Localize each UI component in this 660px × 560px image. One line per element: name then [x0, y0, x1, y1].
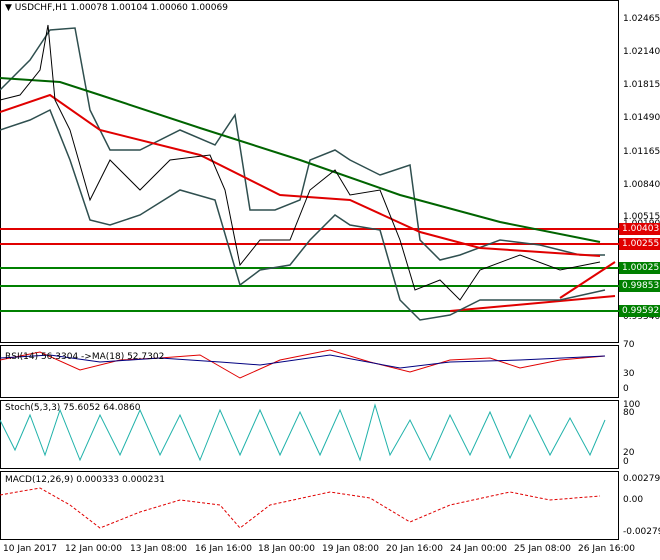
time-label: 10 Jan 2017	[3, 544, 57, 554]
time-label: 19 Jan 08:00	[322, 544, 379, 554]
rsi-label: 70	[623, 340, 635, 350]
rsi-ma	[0, 354, 606, 369]
rsi-line	[0, 349, 606, 379]
price-label: 1.02465	[623, 14, 660, 24]
time-label: 13 Jan 08:00	[130, 544, 187, 554]
time-label: 24 Jan 00:00	[450, 544, 507, 554]
time-label: 20 Jan 16:00	[386, 544, 443, 554]
ma-green	[0, 77, 601, 243]
rsi-label: 30	[623, 369, 635, 379]
time-label: 18 Jan 00:00	[258, 544, 315, 554]
levels	[0, 228, 619, 312]
ohlc: 1.00078 1.00104 1.00060 1.00069	[70, 3, 228, 13]
stoch-title: Stoch(5,3,3) 75.6052 64.0860	[5, 403, 141, 413]
level-label: 1.00403	[619, 223, 660, 235]
symbol: USDCHF,H1	[14, 3, 68, 13]
level-label: 0.99592	[619, 305, 660, 317]
bollinger-lower	[0, 108, 606, 321]
chart-header: ▼ USDCHF,H1 1.00078 1.00104 1.00060 1.00…	[5, 3, 228, 13]
macd-label: 0.00279	[623, 474, 660, 484]
macd-label: 0.00	[623, 495, 644, 505]
stoch-label: 80	[623, 408, 635, 418]
price-label: 0.99540	[623, 312, 660, 322]
price-label: 1.00515	[623, 212, 660, 222]
rsi-title: RSI(14) 56.3304 ->MA(18) 52.7302	[5, 352, 165, 362]
frames	[0, 0, 619, 540]
level-label: 1.00025	[619, 262, 660, 274]
stoch-label: 20	[623, 448, 635, 458]
price-label: 1.02140	[623, 47, 660, 57]
price-label: 1.01490	[623, 113, 660, 123]
rsi-label: 0	[623, 384, 629, 394]
stoch-label: 100	[623, 400, 641, 410]
macd-title: MACD(12,26,9) 0.000333 0.000231	[5, 475, 165, 485]
time-label: 12 Jan 00:00	[65, 544, 122, 554]
price	[0, 24, 601, 301]
time-label: 16 Jan 16:00	[195, 544, 252, 554]
stoch-label: 0	[623, 457, 629, 467]
macd-signal	[0, 487, 601, 529]
level-label: 0.99853	[619, 280, 660, 292]
bollinger-upper	[0, 27, 605, 261]
price-label: 1.00840	[623, 180, 660, 190]
price-label: 1.01165	[623, 147, 660, 157]
macd-label: -0.00279	[623, 527, 660, 537]
stoch-main	[0, 403, 606, 462]
time-label: 25 Jan 08:00	[514, 544, 571, 554]
level-label: 1.00255	[619, 238, 660, 250]
price-label: 1.01815	[623, 80, 660, 90]
ma-red	[0, 93, 601, 257]
time-label: 26 Jan 16:00	[578, 544, 635, 554]
